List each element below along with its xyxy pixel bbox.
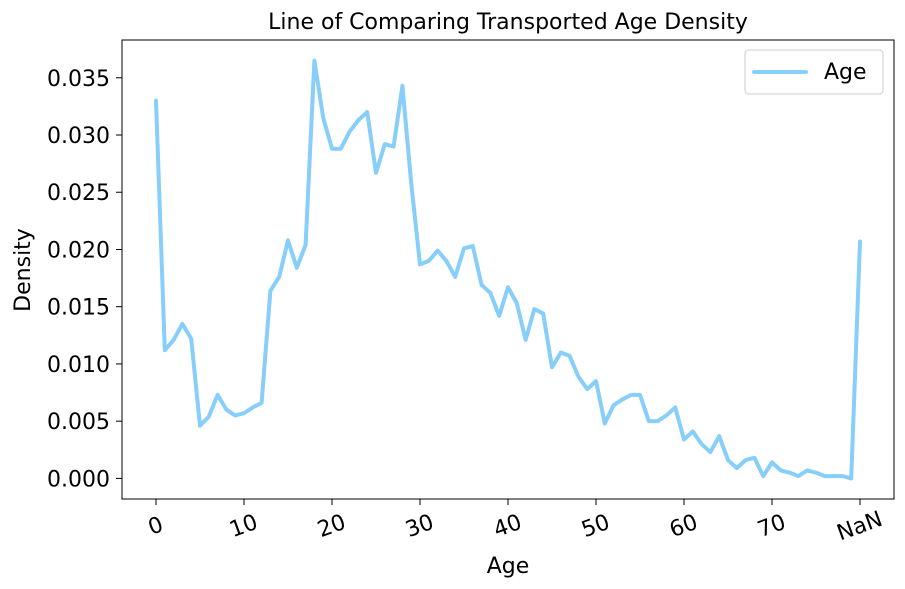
- y-tick-label: 0.025: [47, 181, 110, 206]
- x-tick-label: 10: [226, 510, 261, 543]
- legend: Age: [744, 49, 884, 95]
- x-axis-label: Age: [487, 554, 530, 579]
- plot-layer: 0.000 0.005 0.010 0.015 0.020 0.025 0.030 0.035…: [47, 39, 895, 546]
- x-tick-label: 30: [402, 510, 437, 543]
- x-tick-label: 60: [666, 510, 701, 543]
- y-tick-label: 0.000: [47, 467, 110, 492]
- x-tick-label: 40: [490, 510, 525, 543]
- y-axis-label: Density: [11, 228, 36, 312]
- y-tick-label: 0.020: [47, 238, 110, 263]
- y-tick-label: 0.015: [47, 296, 110, 321]
- y-tick-label: 0.035: [47, 67, 110, 92]
- x-tick-label: 50: [578, 510, 613, 543]
- x-tick-label: 20: [314, 510, 349, 543]
- series-line-age: [154, 58, 862, 481]
- y-tick-label: 0.010: [47, 353, 110, 378]
- legend-label: Age: [824, 60, 867, 85]
- plot-frame: [121, 39, 895, 500]
- chart-title: Line of Comparing Transported Age Densit…: [268, 10, 748, 35]
- x-tick-label: 70: [754, 510, 789, 543]
- x-tick-label: 0: [145, 512, 167, 540]
- x-tick-label: NaN: [834, 507, 886, 546]
- y-tick-label: 0.030: [47, 124, 110, 149]
- legend-box: [744, 49, 884, 95]
- y-tick-label: 0.005: [47, 410, 110, 435]
